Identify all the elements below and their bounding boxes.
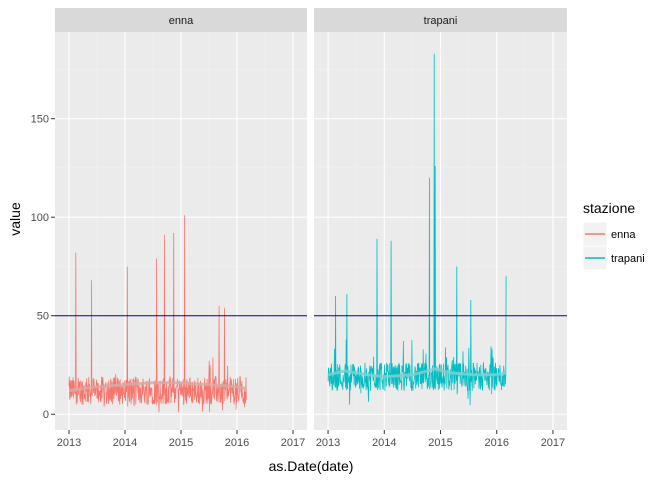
x-tick-label: 2016 xyxy=(484,437,508,449)
smooth-trend-line xyxy=(68,381,247,393)
y-tick-label: 150 xyxy=(31,114,49,126)
x-tick-label: 2017 xyxy=(281,437,305,449)
x-tick-label: 2015 xyxy=(169,437,193,449)
panel-enna: enna xyxy=(55,8,307,430)
facet-strip xyxy=(314,8,567,32)
y-axis-title: value xyxy=(7,202,23,236)
y-tick-label: 0 xyxy=(43,409,49,421)
legend-label: trapani xyxy=(611,253,645,265)
legend-label: enna xyxy=(611,229,636,241)
facet-strip-label: enna xyxy=(169,15,194,27)
x-tick-label: 2014 xyxy=(113,437,137,449)
x-tick-label: 2013 xyxy=(316,437,340,449)
facet-strip xyxy=(55,8,307,32)
legend-title: stazione xyxy=(583,200,635,216)
axes: 2013 2014 2015 2016 2017 0 50 100 150 2013 2014 201… xyxy=(7,114,565,474)
y-tick-label: 50 xyxy=(37,311,49,323)
panel-trapani: trapani xyxy=(314,8,567,430)
x-tick-label: 2013 xyxy=(57,437,81,449)
smooth-trend-line xyxy=(327,367,507,379)
x-tick-label: 2015 xyxy=(428,437,452,449)
x-tick-label: 2017 xyxy=(541,437,565,449)
x-tick-label: 2016 xyxy=(225,437,249,449)
x-axis-title: as.Date(date) xyxy=(269,458,354,474)
legend: stazione enna trapani xyxy=(582,200,645,271)
x-tick-label: 2014 xyxy=(372,437,396,449)
facet-strip-label: trapani xyxy=(424,15,458,27)
y-tick-label: 100 xyxy=(31,212,49,224)
